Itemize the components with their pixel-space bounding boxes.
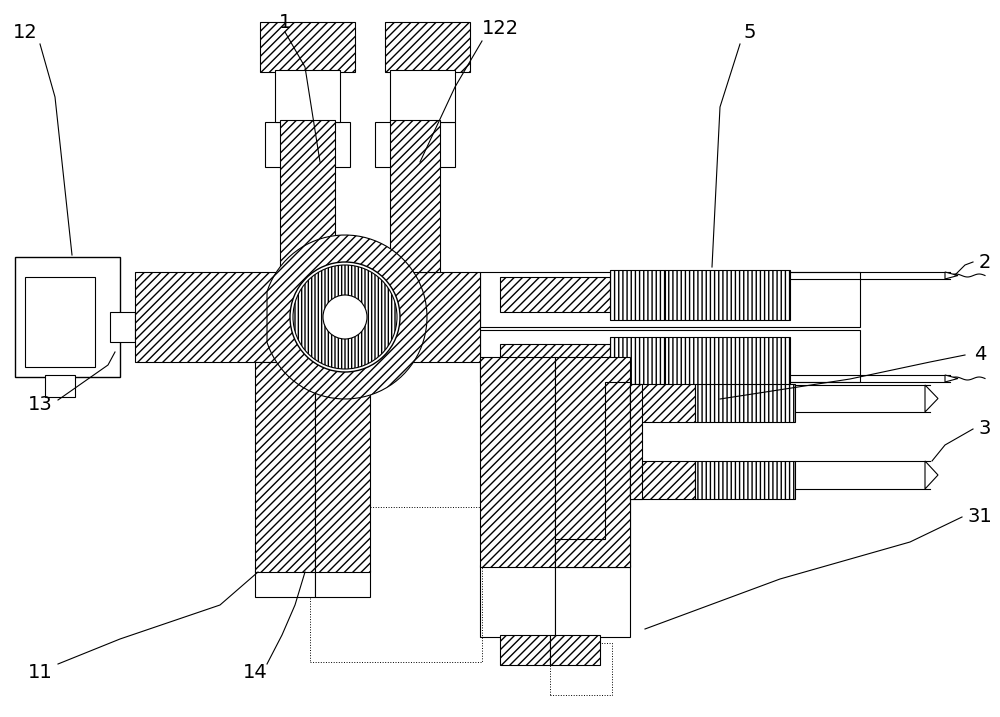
Circle shape <box>293 265 397 369</box>
Polygon shape <box>925 385 938 412</box>
Polygon shape <box>555 382 630 567</box>
Bar <box>630 384 695 422</box>
Text: 14: 14 <box>243 663 267 681</box>
Bar <box>500 635 550 665</box>
Bar <box>25 277 95 367</box>
Bar <box>315 570 370 597</box>
Text: 1: 1 <box>279 12 291 32</box>
Bar <box>480 565 555 637</box>
Bar <box>265 122 350 167</box>
Bar <box>280 120 335 272</box>
Bar <box>15 257 120 377</box>
Bar <box>260 22 355 72</box>
Circle shape <box>290 262 400 372</box>
Polygon shape <box>135 272 320 362</box>
Bar <box>310 507 482 662</box>
Polygon shape <box>267 235 427 399</box>
Text: 122: 122 <box>481 19 519 39</box>
Bar <box>375 122 455 167</box>
Bar <box>555 357 630 567</box>
Polygon shape <box>945 272 958 279</box>
Bar <box>630 461 695 499</box>
Circle shape <box>323 295 367 339</box>
Bar <box>315 362 370 572</box>
Bar <box>480 272 860 327</box>
Bar <box>255 570 315 597</box>
Text: 13: 13 <box>28 396 52 414</box>
Text: 3: 3 <box>979 419 991 439</box>
Text: 12: 12 <box>13 22 37 42</box>
Bar <box>610 337 665 387</box>
Bar <box>665 270 790 320</box>
Bar <box>45 375 75 397</box>
Text: 2: 2 <box>979 252 991 272</box>
Bar <box>390 120 440 272</box>
Bar <box>550 643 612 695</box>
Bar <box>665 337 790 387</box>
Bar <box>390 70 455 122</box>
Bar <box>480 330 860 382</box>
Bar <box>610 270 665 320</box>
Bar <box>500 344 610 379</box>
Bar <box>695 384 795 422</box>
Bar <box>110 312 135 342</box>
Polygon shape <box>945 375 958 382</box>
Bar <box>630 384 642 499</box>
Polygon shape <box>370 272 480 362</box>
Bar <box>255 362 315 572</box>
Text: 31: 31 <box>968 508 992 526</box>
Bar <box>480 357 555 567</box>
Bar <box>555 565 630 637</box>
Bar <box>550 635 600 665</box>
Bar <box>385 22 470 72</box>
Text: 5: 5 <box>744 22 756 42</box>
Bar <box>500 277 610 312</box>
Polygon shape <box>925 461 938 489</box>
Text: 4: 4 <box>974 346 986 364</box>
Text: 11: 11 <box>28 663 52 681</box>
Bar <box>695 461 795 499</box>
Bar <box>275 70 340 122</box>
